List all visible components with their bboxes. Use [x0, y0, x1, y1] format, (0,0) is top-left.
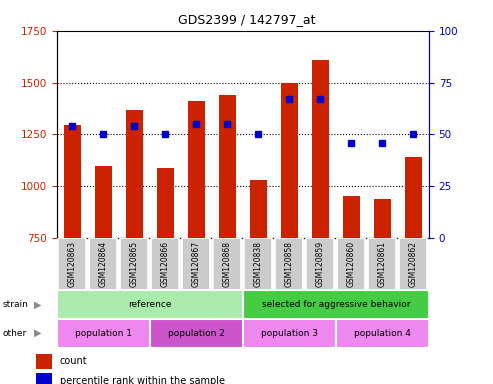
- Bar: [120, 238, 148, 290]
- Text: reference: reference: [128, 300, 172, 309]
- Bar: [374, 199, 391, 238]
- Bar: [306, 238, 334, 290]
- Bar: [336, 319, 429, 348]
- Bar: [337, 238, 365, 290]
- Text: selected for aggressive behavior: selected for aggressive behavior: [262, 300, 410, 309]
- Bar: [58, 238, 86, 290]
- Text: GSM120867: GSM120867: [192, 241, 201, 287]
- Bar: [36, 354, 52, 369]
- Text: GSM120866: GSM120866: [161, 241, 170, 287]
- Bar: [368, 238, 396, 290]
- Text: population 2: population 2: [168, 329, 225, 338]
- Text: GSM120868: GSM120868: [223, 241, 232, 287]
- Text: GSM120858: GSM120858: [285, 241, 294, 287]
- Bar: [57, 319, 150, 348]
- Text: GSM120860: GSM120860: [347, 241, 356, 287]
- Text: population 3: population 3: [261, 329, 318, 338]
- Bar: [182, 238, 210, 290]
- Bar: [64, 125, 81, 238]
- Bar: [276, 238, 303, 290]
- Bar: [188, 101, 205, 238]
- Bar: [243, 290, 429, 319]
- Text: other: other: [2, 329, 27, 338]
- Text: percentile rank within the sample: percentile rank within the sample: [60, 376, 225, 384]
- Bar: [213, 238, 241, 290]
- Text: GSM120863: GSM120863: [68, 241, 77, 287]
- Bar: [243, 319, 336, 348]
- Bar: [95, 166, 112, 238]
- Text: ▶: ▶: [34, 328, 41, 338]
- Text: GDS2399 / 142797_at: GDS2399 / 142797_at: [178, 13, 315, 26]
- Bar: [89, 238, 117, 290]
- Bar: [219, 95, 236, 238]
- Bar: [281, 83, 298, 238]
- Bar: [250, 180, 267, 238]
- Text: GSM120865: GSM120865: [130, 241, 139, 287]
- Text: GSM120864: GSM120864: [99, 241, 108, 287]
- Text: ▶: ▶: [34, 299, 41, 310]
- Bar: [343, 195, 360, 238]
- Text: count: count: [60, 356, 87, 366]
- Bar: [405, 157, 422, 238]
- Bar: [151, 238, 179, 290]
- Text: population 4: population 4: [354, 329, 411, 338]
- Bar: [157, 167, 174, 238]
- Bar: [312, 60, 329, 238]
- Text: GSM120859: GSM120859: [316, 241, 325, 287]
- Text: GSM120862: GSM120862: [409, 241, 418, 287]
- Bar: [245, 238, 272, 290]
- Bar: [150, 319, 243, 348]
- Text: GSM120861: GSM120861: [378, 241, 387, 287]
- Bar: [126, 109, 143, 238]
- Bar: [399, 238, 427, 290]
- Text: GSM120838: GSM120838: [254, 241, 263, 287]
- Text: strain: strain: [2, 300, 28, 309]
- Bar: [36, 373, 52, 384]
- Text: population 1: population 1: [75, 329, 132, 338]
- Bar: [57, 290, 243, 319]
